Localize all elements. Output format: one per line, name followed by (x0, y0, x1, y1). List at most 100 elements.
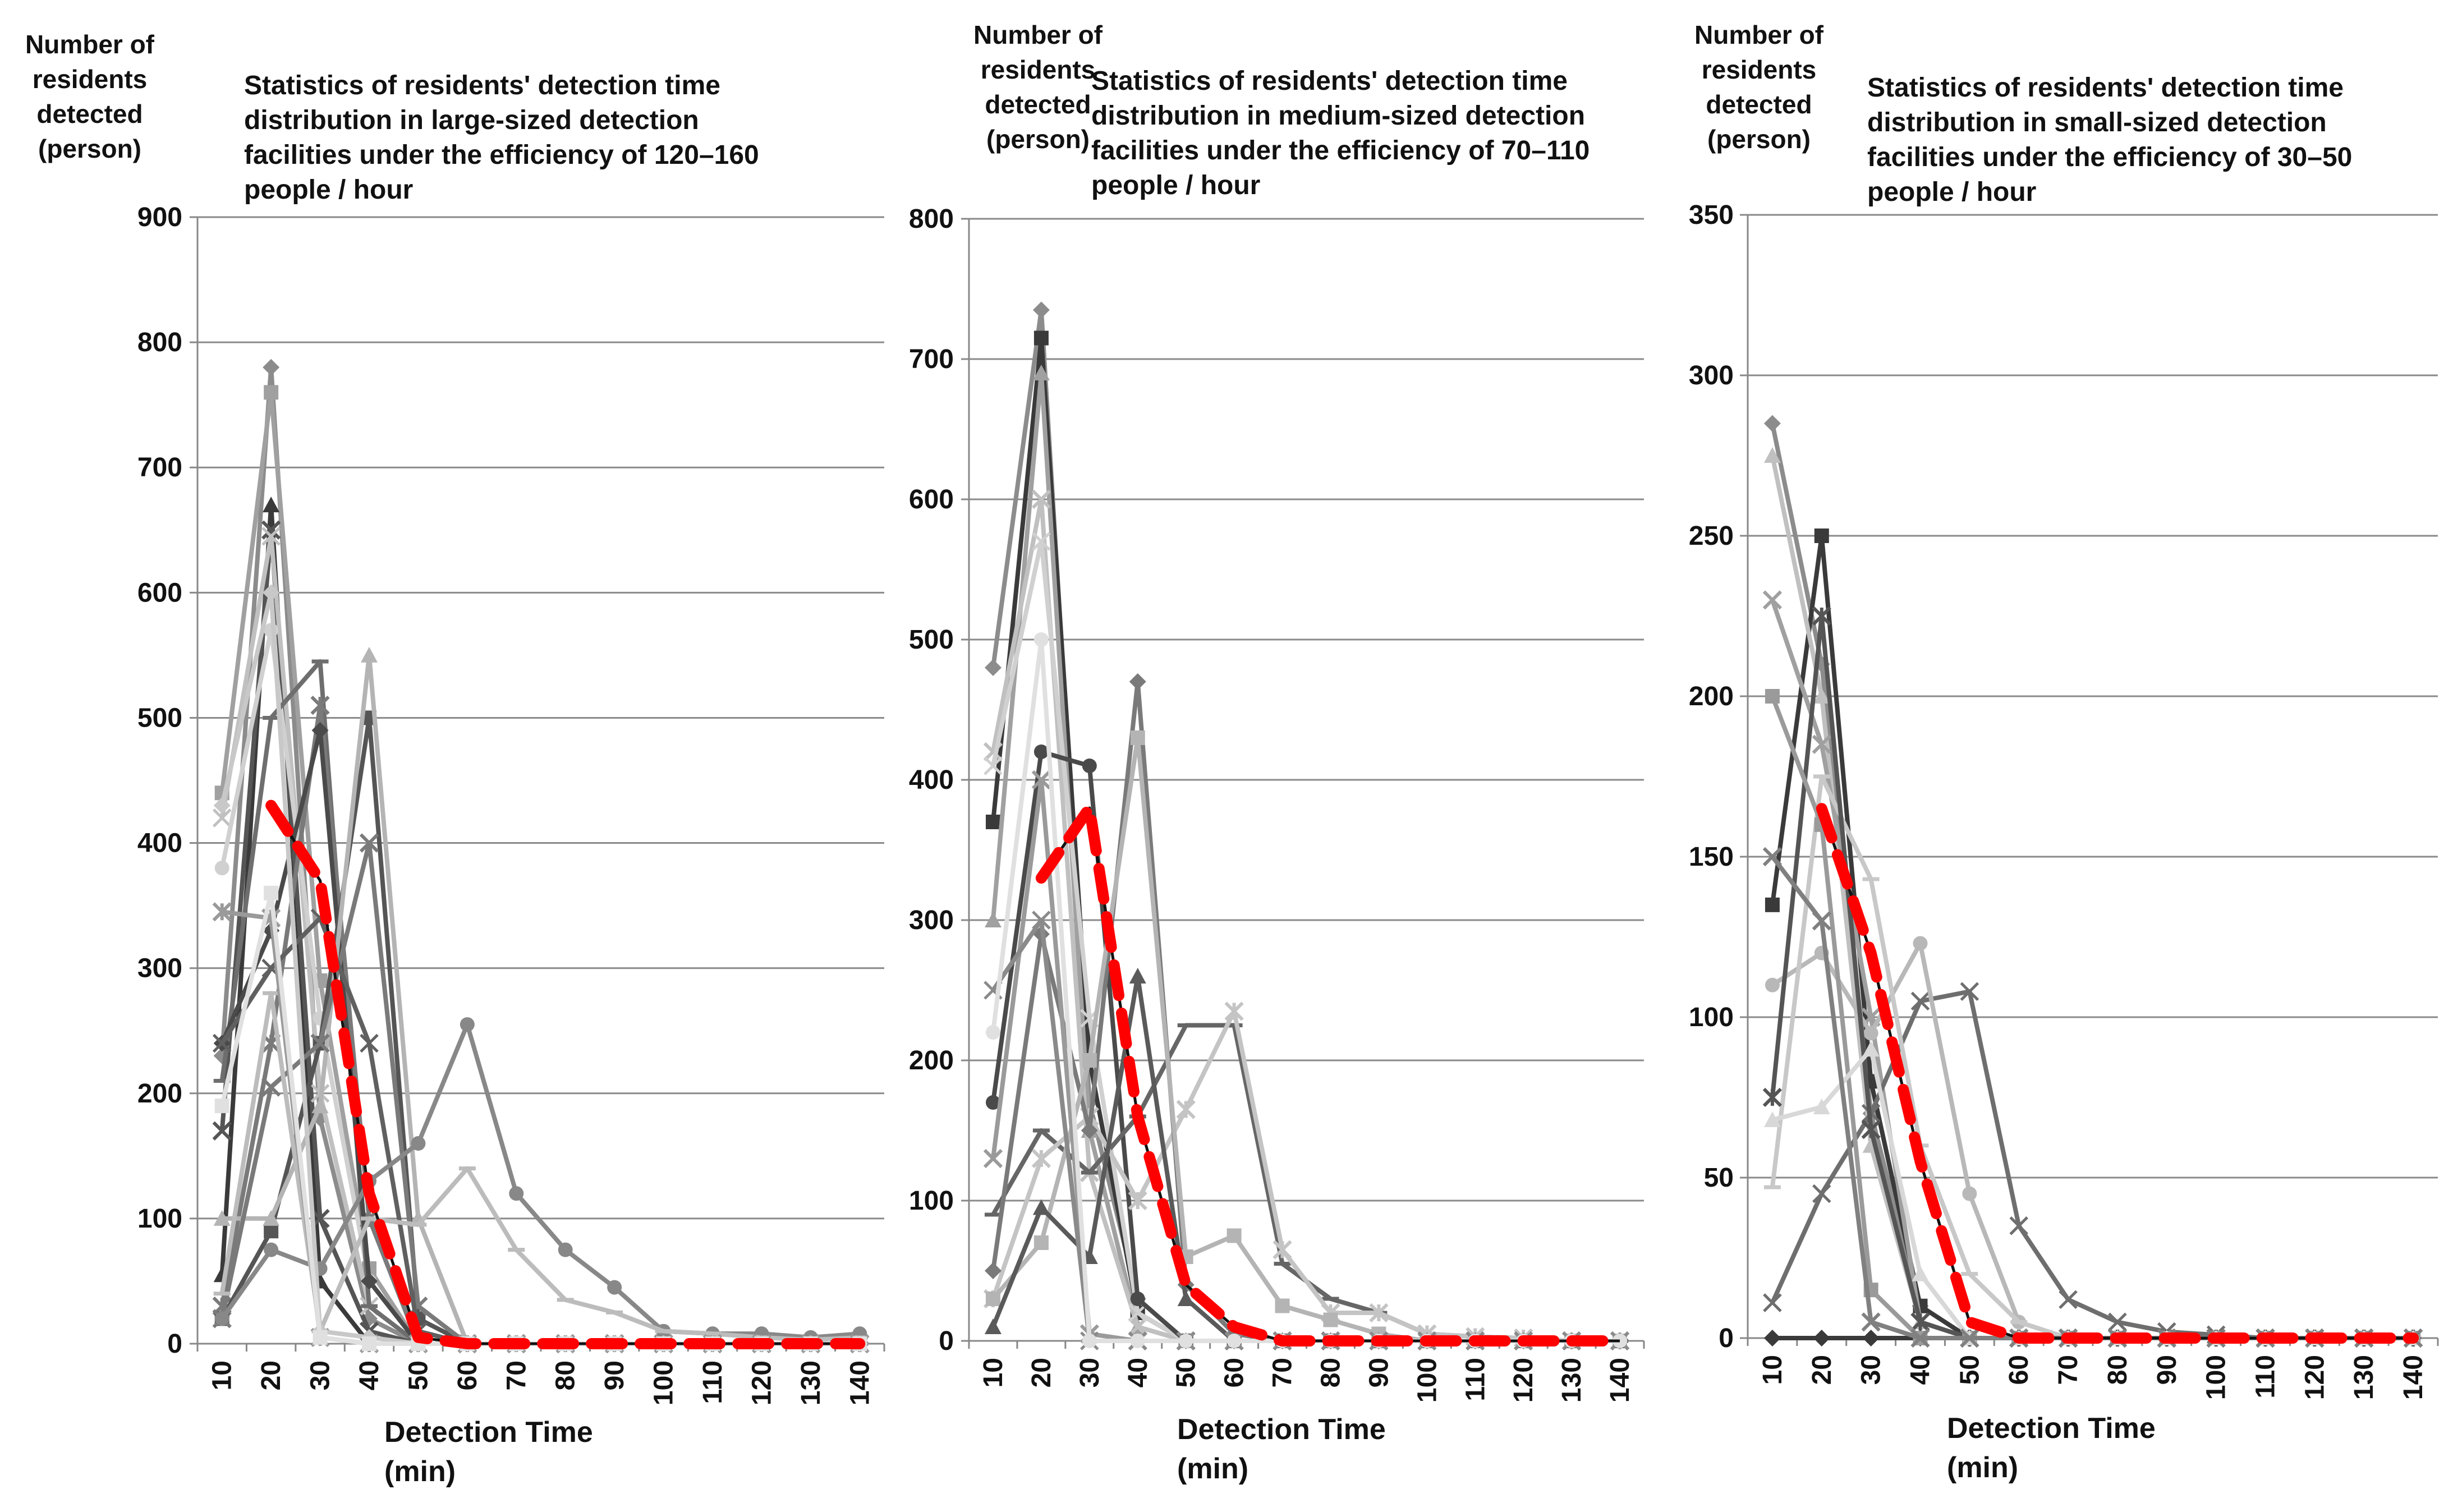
x-tick-label: 130 (1557, 1358, 1587, 1403)
x-tick-label: 110 (1460, 1358, 1490, 1401)
data-point (509, 1186, 524, 1201)
data-point (261, 1077, 281, 1097)
data-point (1177, 1290, 1195, 1306)
y-tick-label: 600 (137, 578, 182, 608)
y-axis-label-line: residents (1702, 55, 1817, 84)
data-point (213, 797, 231, 814)
data-point (984, 912, 1002, 927)
series-line (990, 336, 1620, 1343)
data-point (1323, 1312, 1338, 1327)
chart-title-line: Statistics of residents' detection time (244, 71, 720, 100)
y-tick-label: 300 (137, 954, 182, 984)
data-point (1913, 936, 1928, 951)
x-tick-label: 10 (1758, 1355, 1788, 1385)
x-tick-label: 30 (1857, 1355, 1886, 1385)
data-point (1912, 1265, 1929, 1281)
data-point (1033, 632, 1049, 647)
data-point (1226, 1334, 1242, 1348)
chart-title-line: distribution in medium-sized detection (1091, 101, 1585, 131)
data-point (313, 1330, 328, 1345)
data-point (214, 1099, 229, 1114)
data-point (263, 584, 280, 601)
x-tick-label: 90 (600, 1361, 630, 1390)
data-point (1762, 1087, 1783, 1107)
chart-title-line: people / hour (1867, 177, 2036, 207)
data-point (1812, 606, 1831, 626)
x-tick-label: 80 (2103, 1355, 2133, 1385)
average-line (265, 799, 866, 1349)
y-tick-label: 100 (137, 1204, 182, 1234)
y-tick-label: 800 (909, 204, 954, 234)
x-axis-label-line: (min) (1177, 1453, 1248, 1485)
data-point (1962, 1186, 1977, 1201)
series-line (990, 371, 1620, 1343)
data-point (1814, 528, 1829, 543)
data-point (1082, 1334, 1097, 1348)
y-tick-label: 250 (1689, 521, 1734, 551)
series-average (1816, 803, 2419, 1344)
y-axis-label-line: residents (33, 65, 148, 94)
data-point (214, 861, 229, 876)
data-point (1128, 1303, 1147, 1322)
data-point (1273, 1240, 1292, 1260)
data-point (1812, 911, 1831, 931)
data-point (1128, 1317, 1147, 1337)
data-point (1765, 977, 1780, 992)
data-point (212, 902, 232, 922)
data-point (985, 1095, 1000, 1110)
x-tick-label: 110 (698, 1361, 728, 1404)
series-line (1770, 599, 2414, 1340)
x-tick-label: 110 (2251, 1355, 2281, 1398)
y-tick-label: 0 (1719, 1323, 1734, 1353)
y-tick-label: 300 (1689, 361, 1734, 390)
data-point (264, 1242, 279, 1257)
data-point (985, 815, 1000, 829)
y-tick-label: 200 (1689, 682, 1734, 711)
data-point (213, 1210, 231, 1226)
average-line (1035, 802, 1626, 1346)
data-point (1763, 1330, 1781, 1346)
chart-title-line: distribution in large-sized detection (244, 105, 699, 135)
series-line (1770, 455, 2414, 1340)
series-line (1770, 614, 2414, 1340)
data-point (1031, 489, 1051, 509)
chart-panel-1: 0 100 200 300 400 500 600 700 800 900 10 20 30 40 50 60… (25, 30, 885, 1488)
data-point (1033, 330, 1049, 346)
chart-title-line: Statistics of residents' detection time (1091, 66, 1568, 96)
y-axis-label-line: (person) (38, 134, 141, 163)
data-point (264, 385, 279, 400)
x-tick-label: 40 (1123, 1358, 1153, 1387)
data-point (1033, 1235, 1049, 1250)
data-point (1763, 1293, 1782, 1312)
data-point (1032, 911, 1051, 930)
y-tick-label: 400 (137, 829, 182, 858)
y-tick-label: 0 (939, 1326, 954, 1356)
data-point (984, 756, 1003, 775)
data-point (214, 1311, 229, 1326)
data-point (1863, 1026, 1878, 1041)
x-tick-label: 20 (256, 1361, 286, 1390)
data-point (264, 1224, 279, 1239)
x-axis-label-line: Detection Time (1947, 1412, 2156, 1445)
data-point (261, 520, 281, 540)
data-point (558, 1242, 573, 1257)
series-facility-2 (985, 330, 1628, 1348)
data-point (985, 1292, 1000, 1306)
chart-panel-3: 0 50 100 150 200 250 300 350 10 20 30 40 50 60 70 80 90 1… (1689, 20, 2439, 1484)
chart-title-line: facilities under the efficiency of 120–1… (244, 140, 759, 170)
data-point (362, 1336, 376, 1351)
chart-title-line: people / hour (244, 175, 413, 205)
x-tick-label: 20 (1027, 1358, 1056, 1387)
data-point (1032, 532, 1051, 551)
data-point (1762, 847, 1783, 867)
data-point (1031, 770, 1051, 790)
data-point (411, 1136, 426, 1151)
data-point (310, 1033, 330, 1053)
data-point (1178, 1334, 1193, 1348)
data-point (361, 1272, 378, 1290)
x-tick-label: 140 (1605, 1358, 1635, 1403)
data-point (460, 1017, 475, 1032)
y-axis-label-line: residents (981, 55, 1096, 84)
data-point (311, 1097, 329, 1114)
data-point (1861, 1120, 1881, 1139)
